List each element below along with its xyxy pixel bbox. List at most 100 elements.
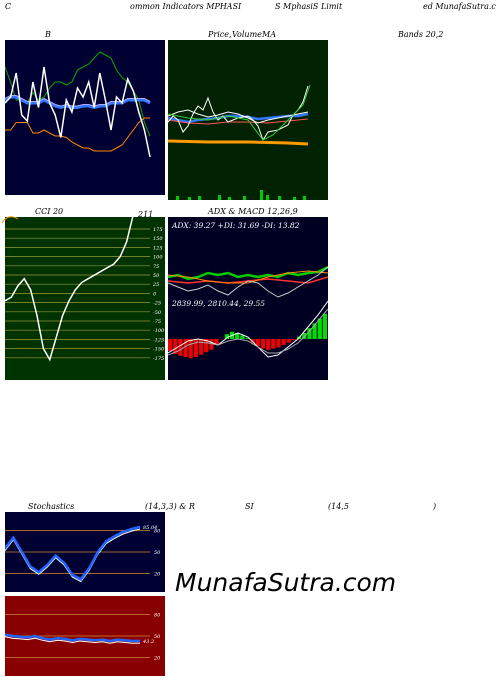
- macd-bar: [281, 339, 286, 345]
- adx-green-line: [168, 265, 328, 281]
- rsi-value: 43.2: [142, 639, 154, 645]
- rsi-tick-label: 50: [154, 634, 161, 640]
- rsi-panel: 80 50 20 43.2: [5, 596, 165, 676]
- macd-bar: [235, 333, 240, 339]
- macd-bar: [271, 339, 276, 349]
- cci-tick-label: 0: [153, 291, 157, 297]
- macd-bar: [255, 339, 260, 347]
- macd-bar: [240, 335, 245, 339]
- macd-signal-line: [168, 308, 328, 356]
- rsi-chart: 80 50 20 43.2: [5, 596, 165, 676]
- header-stock-name: S MphasiS Limit: [275, 2, 343, 11]
- cci-value: 211: [138, 210, 154, 219]
- rsi-tick-label: 80: [154, 612, 161, 618]
- macd-bar: [173, 339, 178, 354]
- cci-panel: 175 150 125 100 75 50 25 0 -25 -50 -75 -100 -125 -150…: [5, 217, 165, 380]
- lower-band-line: [5, 117, 150, 152]
- cci-tick-label: 150: [153, 236, 163, 242]
- macd-histogram: [168, 313, 327, 359]
- price-green-line: [168, 84, 311, 141]
- stoch-params-label: (14,3,3) & R: [145, 502, 195, 511]
- stochastics-value: 85.04: [143, 525, 157, 531]
- macd-bar: [307, 328, 312, 339]
- rsi-tick-label: 20: [153, 656, 161, 662]
- cci-tick-label: 125: [153, 245, 163, 251]
- rsi-signal-line: [5, 636, 141, 644]
- adx-macd-panel: ADX: 39.27 +DI: 31.69 -DI: 13.82 2839.99…: [168, 217, 328, 380]
- ma-orange-line: [168, 139, 309, 146]
- macd-bar: [317, 318, 322, 339]
- stochastics-chart: 80 50 20 85.04: [5, 512, 165, 592]
- price-label: Price,: [208, 30, 232, 39]
- cci-tick-label: 50: [153, 273, 160, 279]
- upper-band-line: [5, 51, 151, 137]
- volume-bars: [176, 190, 306, 200]
- cci-tick-label: -150: [153, 347, 165, 353]
- macd-bar: [291, 339, 297, 341]
- cci-tick-label: -50: [153, 310, 162, 316]
- cci-chart: 175 150 125 100 75 50 25 0 -25 -50 -75 -100 -125 -150…: [5, 217, 165, 362]
- macd-bar: [322, 313, 327, 339]
- brand-watermark: MunafaSutra.com: [175, 568, 397, 597]
- adx-white-line: [168, 266, 328, 298]
- cci-tick-label: -125: [153, 337, 164, 343]
- bollinger-chart: [5, 51, 151, 158]
- rsi-label: SI: [245, 502, 254, 511]
- macd-bar: [260, 339, 266, 349]
- macd-bar: [214, 339, 219, 345]
- macd-bar: [204, 339, 209, 353]
- cci-line: [5, 217, 134, 362]
- header-c: C: [5, 2, 12, 11]
- cci-tick-label: 100: [153, 255, 163, 261]
- macd-bar: [209, 339, 214, 350]
- cci-orange-arc: [1, 216, 19, 224]
- macd-bar: [168, 339, 173, 351]
- ma-label: MA: [262, 30, 276, 39]
- header-common-indicators: ommon Indicators MPHASI: [130, 2, 242, 11]
- macd-bar: [276, 339, 281, 348]
- macd-bar: [183, 339, 188, 357]
- volume-label: Volume: [232, 30, 262, 39]
- stoch-label: Stochastics: [28, 502, 75, 511]
- macd-bar: [266, 339, 271, 350]
- rsi-params-label: (14,5: [328, 502, 349, 511]
- stochastics-tick-label: 80: [154, 528, 161, 534]
- bollinger-panel: [5, 40, 165, 195]
- cci-tick-label: -25: [153, 301, 161, 307]
- macd-bar: [199, 339, 204, 355]
- macd-bar: [245, 337, 250, 339]
- cci-tick-label: -100: [153, 328, 165, 334]
- adx-macd-label: ADX & MACD 12,26,9: [208, 207, 298, 216]
- macd-bar: [312, 323, 317, 339]
- stochastics-panel: 80 50 20 85.04: [5, 512, 165, 592]
- ma-red-line: [168, 118, 309, 125]
- cci-tick-label: 25: [152, 282, 159, 288]
- macd-bar: [193, 339, 198, 357]
- macd-readout: 2839.99, 2810.44, 29.55: [172, 299, 266, 308]
- price-chart: [168, 40, 328, 200]
- middle-band-thin-line: [5, 95, 151, 107]
- price-line: [168, 85, 309, 142]
- stochastics-tick-label: 20: [153, 572, 161, 578]
- bands-label: Bands 20,2: [398, 30, 444, 39]
- ma-white-line: [168, 109, 309, 124]
- stochastics-tick-label: 50: [154, 550, 161, 556]
- adx-readout: ADX: 39.27 +DI: 31.69 -DI: 13.82: [172, 221, 300, 230]
- cci-tick-label: -75: [153, 319, 161, 325]
- macd-bar: [178, 339, 183, 356]
- bollinger-label: B: [45, 30, 51, 39]
- rsi-paren-label: ): [433, 502, 437, 511]
- macd-line: [168, 300, 328, 358]
- cci-tick-label: -175: [153, 356, 164, 362]
- adx-orange-line: [168, 270, 328, 284]
- price-line: [5, 66, 151, 158]
- header-site: ed MunafaSutra.c: [423, 2, 496, 11]
- macd-bar: [286, 339, 291, 343]
- macd-bar: [188, 339, 193, 359]
- adx-macd-chart: [168, 265, 328, 359]
- cci-label: CCI 20: [35, 207, 64, 216]
- cci-tick-label: 175: [153, 227, 163, 233]
- price-panel: [168, 40, 328, 200]
- rsi-line: [5, 633, 141, 643]
- macd-bar: [224, 334, 229, 339]
